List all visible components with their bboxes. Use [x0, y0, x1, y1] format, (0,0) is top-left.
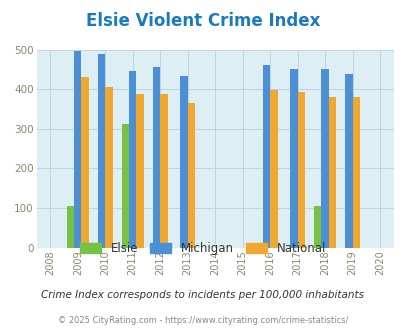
Bar: [313, 206, 321, 248]
Bar: [122, 124, 129, 248]
Bar: [105, 87, 113, 248]
Bar: [129, 71, 136, 248]
Text: Elsie Violent Crime Index: Elsie Violent Crime Index: [85, 13, 320, 30]
Bar: [66, 206, 74, 248]
Bar: [152, 67, 160, 248]
Bar: [262, 65, 269, 248]
Bar: [269, 90, 277, 248]
Bar: [297, 92, 304, 248]
Bar: [321, 69, 328, 248]
Bar: [160, 94, 167, 248]
Bar: [344, 74, 352, 248]
Legend: Elsie, Michigan, National: Elsie, Michigan, National: [75, 237, 330, 260]
Bar: [180, 77, 187, 248]
Text: © 2025 CityRating.com - https://www.cityrating.com/crime-statistics/: © 2025 CityRating.com - https://www.city…: [58, 316, 347, 325]
Bar: [81, 77, 89, 248]
Bar: [352, 97, 359, 248]
Bar: [187, 103, 195, 248]
Bar: [74, 51, 81, 247]
Bar: [98, 54, 105, 248]
Bar: [328, 97, 335, 248]
Bar: [136, 94, 143, 248]
Text: Crime Index corresponds to incidents per 100,000 inhabitants: Crime Index corresponds to incidents per…: [41, 290, 364, 300]
Bar: [290, 69, 297, 248]
